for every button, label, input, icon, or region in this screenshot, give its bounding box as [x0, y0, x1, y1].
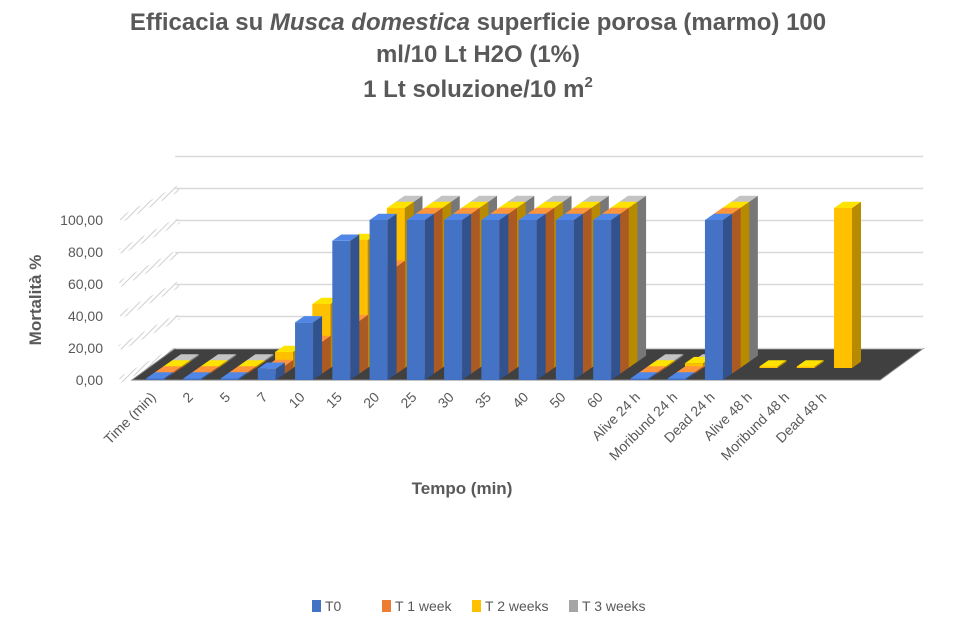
legend-label: T 1 week — [395, 598, 453, 614]
y-tick-label: 40,00 — [68, 308, 103, 324]
y-tick-label: 0,00 — [76, 372, 103, 388]
bar-t0-60 — [593, 213, 621, 380]
x-tick-label: Time (min) — [101, 389, 159, 447]
x-tick-label: 30 — [435, 389, 457, 411]
bar-t0-dead-24-h — [704, 213, 732, 380]
y-tick-label: 100,00 — [60, 212, 103, 228]
side-wall-hatch — [118, 313, 180, 351]
legend-swatch — [472, 600, 481, 612]
x-tick-label: 15 — [323, 389, 345, 411]
legend-item-t-2-weeks: T 2 weeks — [472, 598, 549, 614]
bar-t-2-weeks-moribund-48-h — [796, 360, 824, 368]
bar-t0-40 — [518, 213, 546, 380]
x-tick-label: 50 — [546, 389, 568, 411]
legend-item-t-1-week: T 1 week — [382, 598, 453, 614]
title-line3-sup: 2 — [585, 74, 593, 91]
chart-walls — [118, 185, 180, 383]
bar-t0-2 — [183, 372, 211, 380]
bar-t0-50 — [555, 213, 583, 380]
bar-t0-7 — [257, 362, 285, 380]
title-line3-base: 1 Lt soluzione/10 m — [363, 76, 584, 103]
legend-swatch — [382, 600, 391, 612]
legend: T0 T 1 week T 2 weeks T 3 weeks — [312, 598, 646, 614]
bar-t0-alive-24-h — [630, 372, 658, 380]
y-axis-ticks: 0,00 20,00 40,00 60,00 80,00 100,00 — [60, 212, 103, 388]
title-species: Musca domestica — [270, 9, 470, 36]
bar-t0-35 — [481, 213, 509, 380]
bar-t0-moribund-24-h — [667, 372, 695, 380]
y-tick-label: 20,00 — [68, 340, 103, 356]
x-tick-label: 25 — [397, 389, 419, 411]
bar-t-2-weeks-dead-48-h — [834, 201, 862, 368]
side-wall-hatch — [118, 217, 180, 255]
legend-item-t-3-weeks: T 3 weeks — [569, 598, 646, 614]
legend-item-t0: T0 — [312, 598, 342, 614]
side-wall-hatch — [118, 185, 180, 223]
x-tick-label: 35 — [472, 389, 494, 411]
chart-bars — [146, 195, 862, 380]
x-tick-label: 10 — [285, 389, 307, 411]
side-wall-hatch — [118, 281, 180, 319]
bar-t0-15 — [332, 234, 360, 380]
chart-title-line-1: Efficacia su Musca domestica superficie … — [130, 9, 826, 36]
bar-t0-20 — [369, 213, 397, 380]
x-tick-label: 5 — [216, 389, 233, 406]
title-rest: superficie porosa (marmo) 100 — [470, 9, 826, 36]
bar-t0-25 — [406, 213, 434, 380]
side-wall-hatch — [118, 249, 180, 287]
legend-label: T 3 weeks — [582, 598, 646, 614]
x-tick-label: 60 — [584, 389, 606, 411]
bar-t0-10 — [295, 316, 323, 380]
legend-label: T0 — [325, 598, 342, 614]
x-axis-title: Tempo (min) — [412, 479, 513, 498]
bar-t0-time-min — [146, 372, 173, 380]
legend-label: T 2 weeks — [485, 598, 549, 614]
y-tick-label: 60,00 — [68, 276, 103, 292]
y-tick-label: 80,00 — [68, 244, 103, 260]
x-tick-label: 20 — [360, 389, 382, 411]
title-prefix: Efficacia su — [130, 9, 270, 36]
x-tick-label: 7 — [254, 389, 271, 406]
bar-t-2-weeks-alive-48-h — [759, 360, 787, 368]
legend-swatch — [569, 600, 578, 612]
bar-t0-5 — [220, 372, 248, 380]
y-axis-title: Mortalità % — [26, 255, 45, 346]
chart-title-line-2: ml/10 Lt H2O (1%) — [376, 41, 580, 68]
x-tick-label: 2 — [179, 389, 196, 406]
x-tick-label: 40 — [509, 389, 531, 411]
bar-t0-30 — [444, 213, 472, 380]
legend-swatch — [312, 600, 321, 612]
chart-title-line-3: 1 Lt soluzione/10 m2 — [363, 74, 593, 103]
